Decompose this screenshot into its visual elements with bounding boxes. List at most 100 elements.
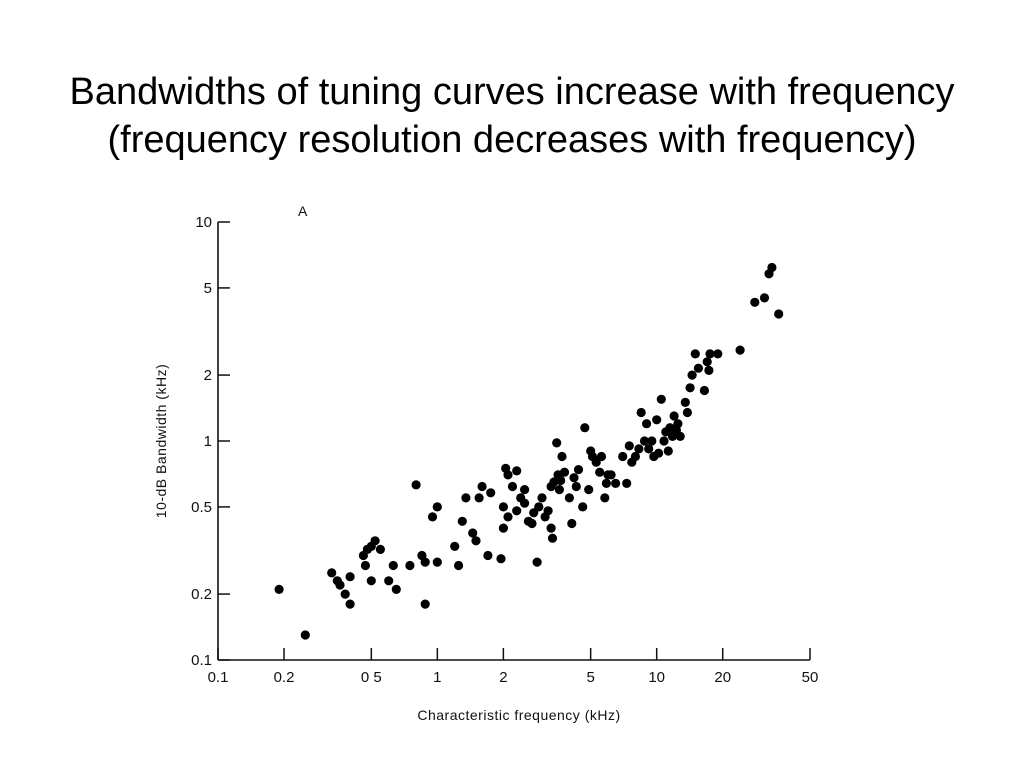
data-point: [624, 441, 634, 451]
data-point: [556, 475, 566, 486]
data-point: [520, 498, 530, 508]
data-point: [606, 470, 616, 480]
data-point: [636, 407, 646, 418]
data-point: [750, 297, 760, 307]
data-point: [496, 554, 506, 564]
data-point: [713, 349, 723, 359]
y-axis-label: 10-dB Bandwidth (kHz): [153, 364, 169, 518]
data-point: [503, 470, 513, 480]
data-point: [578, 502, 588, 512]
x-tick-label: 10: [648, 669, 665, 686]
data-point: [622, 478, 632, 488]
data-point: [300, 630, 310, 640]
data-point: [345, 572, 355, 582]
data-point: [512, 466, 522, 476]
data-point: [384, 576, 394, 586]
data-point: [507, 481, 518, 492]
data-point: [644, 444, 654, 454]
data-point: [630, 451, 641, 462]
data-point: [634, 444, 644, 454]
data-point: [647, 436, 657, 446]
data-point: [557, 451, 567, 462]
data-point: [427, 512, 438, 522]
data-point: [457, 516, 467, 526]
data-point: [705, 349, 715, 359]
x-tick-label: 2: [499, 669, 507, 686]
data-point: [699, 385, 710, 396]
data-point: [391, 584, 401, 595]
data-point: [375, 544, 385, 555]
data-point: [370, 536, 380, 546]
data-point: [498, 502, 508, 512]
data-point: [340, 589, 350, 599]
data-point: [656, 394, 666, 404]
x-tick-label: 5: [586, 669, 594, 686]
data-point: [432, 557, 442, 567]
data-point: [405, 560, 415, 571]
data-point: [411, 480, 421, 490]
data-point: [345, 599, 355, 609]
x-tick-label: 20: [714, 669, 731, 686]
panel-label: A: [298, 203, 308, 219]
data-point: [584, 485, 594, 495]
data-point: [503, 512, 513, 522]
x-tick-label: 1: [433, 669, 441, 686]
y-tick-label: 1: [204, 433, 212, 450]
x-tick-label: 0 5: [361, 669, 382, 686]
data-point: [680, 397, 690, 407]
data-point: [652, 415, 662, 425]
data-point: [486, 488, 496, 498]
data-point: [642, 419, 652, 429]
data-point: [682, 407, 693, 418]
data-point: [554, 485, 565, 495]
y-tick-label: 10: [195, 214, 212, 231]
data-point: [388, 560, 398, 571]
data-point: [571, 481, 581, 492]
data-point: [461, 493, 471, 503]
data-point: [601, 478, 612, 488]
data-point: [477, 481, 487, 492]
data-point: [474, 493, 484, 503]
y-tick-label: 0.1: [191, 652, 212, 669]
data-point: [573, 465, 584, 475]
data-point: [673, 419, 683, 429]
data-point: [366, 576, 376, 586]
data-point: [693, 363, 704, 373]
data-point: [335, 580, 345, 590]
data-point: [468, 528, 478, 538]
data-point: [567, 518, 577, 529]
x-tick-label: 0.1: [208, 669, 229, 686]
data-point: [537, 493, 547, 503]
data-point: [569, 473, 579, 483]
data-point: [546, 523, 556, 533]
data-point: [654, 448, 664, 458]
y-tick-label: 2: [204, 367, 212, 384]
y-tick-label: 0.2: [191, 586, 212, 603]
data-point: [702, 357, 712, 367]
data-point: [552, 438, 562, 448]
data-point: [611, 478, 621, 488]
data-point: [512, 506, 522, 516]
data-point: [685, 383, 695, 393]
data-point: [547, 533, 558, 543]
data-point: [600, 493, 610, 503]
data-point: [767, 262, 777, 273]
data-points: [274, 262, 784, 640]
data-point: [639, 436, 650, 446]
data-point: [595, 467, 605, 477]
data-point: [532, 557, 542, 567]
y-tick-label: 5: [204, 280, 212, 297]
data-point: [360, 560, 370, 571]
data-point: [735, 345, 745, 355]
title-line-2: (frequency resolution decreases with fre…: [107, 119, 917, 161]
data-point: [327, 568, 337, 578]
data-point: [663, 446, 673, 456]
data-point: [498, 523, 508, 533]
data-point: [580, 423, 590, 433]
data-point: [432, 502, 442, 512]
data-point: [759, 293, 770, 303]
axes: 0.1 0.2 0 5 1 2 5 10 20 50 0.1 0.2 0.5 1 2 5 10: [191, 214, 818, 686]
x-tick-label: 0.2: [274, 669, 295, 686]
data-point: [454, 560, 464, 571]
